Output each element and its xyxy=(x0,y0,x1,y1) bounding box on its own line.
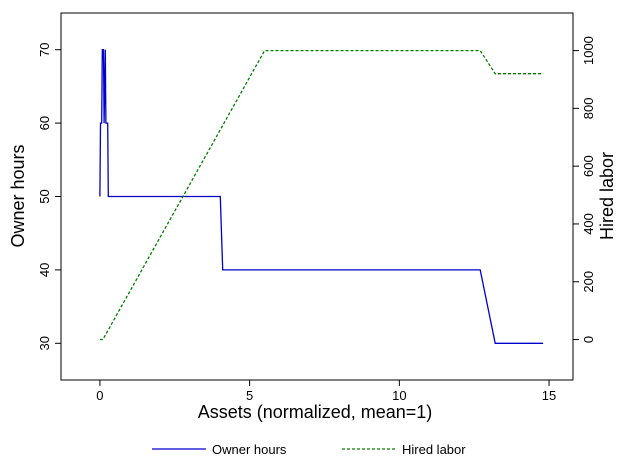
left-y-tick-label: 60 xyxy=(37,116,52,130)
series-layer xyxy=(99,49,544,344)
legend-label-owner-hours: Owner hours xyxy=(212,442,287,457)
x-tick-label: 5 xyxy=(246,388,253,403)
left-y-tick-label: 30 xyxy=(37,336,52,350)
x-tick-label: 10 xyxy=(392,388,406,403)
right-y-axis-title: Hired labor xyxy=(597,152,617,240)
x-axis-title: Assets (normalized, mean=1) xyxy=(198,402,433,422)
right-y-tick-label: 1000 xyxy=(581,36,596,65)
right-y-tick-label: 600 xyxy=(581,155,596,177)
left-y-tick-label: 40 xyxy=(37,263,52,277)
legend-label-hired-labor: Hired labor xyxy=(402,442,466,457)
series-line-owner-hours xyxy=(99,49,544,344)
right-y-tick-label: 0 xyxy=(581,336,596,343)
series-line-hired-labor xyxy=(99,49,544,341)
right-y-tick-label: 800 xyxy=(581,98,596,120)
legend: Owner hours Hired labor xyxy=(152,442,466,457)
right-y-tick-label: 400 xyxy=(581,213,596,235)
right-y-axis-ticks: 0 200 400 600 800 1000 xyxy=(573,36,596,343)
right-y-tick-label: 200 xyxy=(581,271,596,293)
left-y-axis-title: Owner hours xyxy=(8,144,28,247)
x-tick-label: 0 xyxy=(96,388,103,403)
x-tick-label: 15 xyxy=(542,388,556,403)
left-y-axis-ticks: 30 40 50 60 70 xyxy=(37,42,61,351)
x-axis-ticks: 0 5 10 15 xyxy=(96,380,556,403)
left-y-tick-label: 50 xyxy=(37,189,52,203)
left-y-tick-label: 70 xyxy=(37,42,52,56)
